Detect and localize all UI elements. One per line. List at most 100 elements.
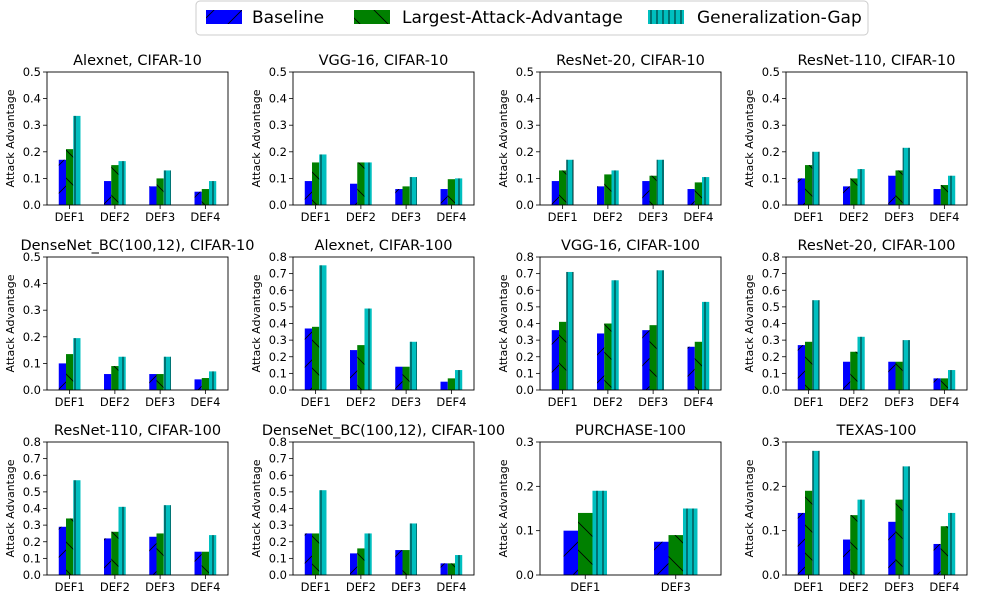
chart-alexnet-cifar-10-axes-frame [46,71,229,206]
chart-alexnet-cifar-10-title: Alexnet, CIFAR-10 [73,53,202,69]
chart-resnet-20-cifar-100-bar-baseline-def2-hatch [843,361,851,390]
chart-texas-100: TEXAS-100 Attack Advantage 0.0 0.1 0.2 0.3 DEF… [743,423,968,594]
chart-densenet-bc-100-12-cifar-100-y-axis-label: Attack Advantage [250,459,263,557]
chart-resnet-110-cifar-100-title: ResNet-110, CIFAR-100 [54,423,221,439]
chart-vgg-16-cifar-10-axes-frame [292,71,475,206]
chart-resnet-110-cifar-10-x-tick-label: DEF2 [839,210,869,224]
chart-resnet-20-cifar-100-x-tick-label: DEF1 [794,395,824,409]
chart-vgg-16-cifar-10-bar-generalization-gap-def3-hatch [409,177,417,205]
chart-densenet-bc-100-12-cifar-10-x-tick-label: DEF1 [55,395,85,409]
chart-resnet-20-cifar-10-y-tick-label: 0.0 [516,198,534,212]
chart-texas-100-bar-generalization-gap-def3-hatch [902,466,910,575]
chart-densenet-bc-100-12-cifar-10-x-tick-label: DEF3 [145,395,175,409]
chart-densenet-bc-100-12-cifar-10-bar-generalization-gap-def4-hatch [208,371,217,390]
chart-resnet-110-cifar-100-y-tick-label: 0.1 [23,551,41,565]
chart-vgg-16-cifar-100-y-tick-label: 0.6 [516,283,534,297]
chart-vgg-16-cifar-10-y-tick-label: 0.4 [269,92,287,106]
chart-texas-100-bar-baseline-def2-hatch [843,539,851,575]
chart-vgg-16-cifar-10-y-tick-label: 0.5 [269,65,287,79]
chart-vgg-16-cifar-100-x-tick-label: DEF3 [638,395,668,409]
chart-purchase-100-y-tick-label: 0.1 [516,524,534,538]
chart-resnet-20-cifar-100-y-tick-label: 0.8 [762,250,780,264]
chart-texas-100-bar-largest-attack-advantage-def1-hatch [805,490,813,575]
chart-alexnet-cifar-10-bar-baseline-def4-hatch [194,191,202,205]
chart-vgg-16-cifar-100-bar-generalization-gap-def1-hatch [566,271,574,390]
chart-densenet-bc-100-12-cifar-10-x-tick-label: DEF2 [100,395,130,409]
chart-densenet-bc-100-12-cifar-100-bar-baseline-def2-hatch [350,553,358,575]
chart-vgg-16-cifar-100-bar-largest-attack-advantage-def1-hatch [559,321,567,390]
chart-resnet-20-cifar-10-bar-baseline-def2-hatch [597,186,605,205]
chart-resnet-20-cifar-10-x-tick-label: DEF3 [638,210,668,224]
legend-entry-baseline: Baseline [206,8,324,28]
chart-texas-100-x-tick-label: DEF4 [929,580,959,594]
chart-alexnet-cifar-100-y-tick-label: 0.1 [269,366,287,380]
chart-texas-100-x-tick-label: DEF3 [884,580,914,594]
chart-alexnet-cifar-10-bar-baseline-def3-hatch [149,186,157,205]
chart-resnet-20-cifar-10-title: ResNet-20, CIFAR-10 [556,53,705,69]
chart-texas-100-bar-generalization-gap-def2-hatch [857,499,865,575]
chart-resnet-110-cifar-10-bar-largest-attack-advantage-def1-hatch [805,165,813,205]
chart-resnet-20-cifar-100-y-tick-label: 0.6 [762,283,780,297]
chart-densenet-bc-100-12-cifar-100-x-tick-label: DEF1 [301,580,331,594]
chart-densenet-bc-100-12-cifar-10-bar-generalization-gap-def1-hatch [73,338,81,390]
chart-resnet-20-cifar-100-y-tick-label: 0.5 [762,300,780,314]
chart-resnet-110-cifar-10-bar-largest-attack-advantage-def3-hatch [895,170,903,205]
chart-vgg-16-cifar-10-y-tick-label: 0.2 [269,145,287,159]
chart-alexnet-cifar-10-x-tick-label: DEF1 [55,210,85,224]
chart-alexnet-cifar-100: Alexnet, CIFAR-100 Attack Advantage 0.0 0.1… [250,238,475,409]
chart-texas-100-y-tick-label: 0.3 [762,435,780,449]
chart-resnet-110-cifar-100-bar-generalization-gap-def2-hatch [118,506,126,575]
chart-resnet-20-cifar-10-bar-largest-attack-advantage-def1-hatch [559,170,567,205]
chart-resnet-110-cifar-100-y-tick-label: 0.0 [23,568,41,582]
chart-vgg-16-cifar-10-bar-largest-attack-advantage-def1-hatch [312,162,320,205]
chart-alexnet-cifar-100-bar-largest-attack-advantage-def1-hatch [312,326,320,390]
chart-alexnet-cifar-10-y-tick-label: 0.4 [23,92,41,106]
legend-frame [195,0,869,36]
chart-densenet-bc-100-12-cifar-100-axes-frame [292,441,475,576]
chart-alexnet-cifar-100-bar-baseline-def3-hatch [395,366,403,390]
chart-densenet-bc-100-12-cifar-100-bar-generalization-gap-def2-hatch [364,533,372,575]
chart-purchase-100-y-axis-label: Attack Advantage [497,459,510,557]
chart-resnet-20-cifar-10-bar-largest-attack-advantage-def4-hatch [694,182,702,205]
chart-vgg-16-cifar-10-y-tick-label: 0.1 [269,171,287,185]
chart-alexnet-cifar-10-x-tick-label: DEF3 [145,210,175,224]
chart-resnet-110-cifar-10-title: ResNet-110, CIFAR-10 [798,53,956,69]
chart-texas-100-x-tick-label: DEF1 [794,580,824,594]
chart-densenet-bc-100-12-cifar-10-y-tick-label: 0.1 [23,356,41,370]
chart-resnet-110-cifar-10-axes-frame [785,71,968,206]
chart-densenet-bc-100-12-cifar-100-bar-largest-attack-advantage-def1-hatch [312,533,320,575]
chart-resnet-110-cifar-100-bar-largest-attack-advantage-def4-hatch [201,551,209,575]
chart-vgg-16-cifar-10-bar-largest-attack-advantage-def2-hatch [357,162,365,205]
chart-vgg-16-cifar-10-y-tick-label: 0.3 [269,118,287,132]
chart-resnet-20-cifar-100-y-tick-label: 0.0 [762,383,780,397]
chart-densenet-bc-100-12-cifar-100-bar-baseline-def4-hatch [440,563,448,575]
chart-vgg-16-cifar-10-bar-generalization-gap-def2-hatch [364,162,372,205]
chart-resnet-20-cifar-10-x-tick-label: DEF2 [593,210,623,224]
chart-vgg-16-cifar-100-y-tick-label: 0.5 [516,300,534,314]
chart-vgg-16-cifar-100: VGG-16, CIFAR-100 Attack Advantage 0.0 0.1 0… [497,238,722,409]
chart-alexnet-cifar-100-y-tick-label: 0.2 [269,350,287,364]
chart-alexnet-cifar-10-bar-largest-attack-advantage-def2-hatch [111,165,119,205]
chart-alexnet-cifar-10-bar-generalization-gap-def1-hatch [73,115,81,205]
chart-resnet-20-cifar-100-bar-baseline-def1-hatch [797,345,806,390]
chart-vgg-16-cifar-100-bar-generalization-gap-def2-hatch [611,280,619,390]
chart-vgg-16-cifar-10: VGG-16, CIFAR-10 Attack Advantage 0.0 0.1 0.… [250,53,475,224]
chart-resnet-110-cifar-100-bar-largest-attack-advantage-def1-hatch [66,518,74,575]
chart-resnet-20-cifar-10: ResNet-20, CIFAR-10 Attack Advantage 0.0 0.… [497,53,722,224]
chart-resnet-20-cifar-10-bar-generalization-gap-def3-hatch [656,159,664,205]
chart-alexnet-cifar-100-x-tick-label: DEF3 [391,395,421,409]
chart-densenet-bc-100-12-cifar-100-y-tick-label: 0.6 [269,468,287,482]
chart-densenet-bc-100-12-cifar-10-bar-baseline-def1-hatch [58,363,67,390]
chart-alexnet-cifar-100-bar-baseline-def2-hatch [350,350,358,390]
chart-alexnet-cifar-10-bar-generalization-gap-def2-hatch [118,161,126,205]
chart-resnet-20-cifar-10-y-tick-label: 0.4 [516,92,534,106]
chart-resnet-110-cifar-100-y-axis-label: Attack Advantage [4,459,17,557]
chart-alexnet-cifar-100-bar-generalization-gap-def3-hatch [409,341,417,390]
chart-densenet-bc-100-12-cifar-10-bar-generalization-gap-def2-hatch [118,356,126,390]
chart-densenet-bc-100-12-cifar-100: DenseNet_BC(100,12), CIFAR-100 Attack Adv… [250,423,505,594]
chart-resnet-110-cifar-100-bar-baseline-def2-hatch [104,538,112,575]
chart-texas-100-bar-generalization-gap-def1-hatch [812,450,820,575]
chart-densenet-bc-100-12-cifar-10-y-tick-label: 0.2 [23,330,41,344]
chart-densenet-bc-100-12-cifar-100-y-tick-label: 0.2 [269,535,287,549]
chart-vgg-16-cifar-100-y-tick-label: 0.2 [516,350,534,364]
